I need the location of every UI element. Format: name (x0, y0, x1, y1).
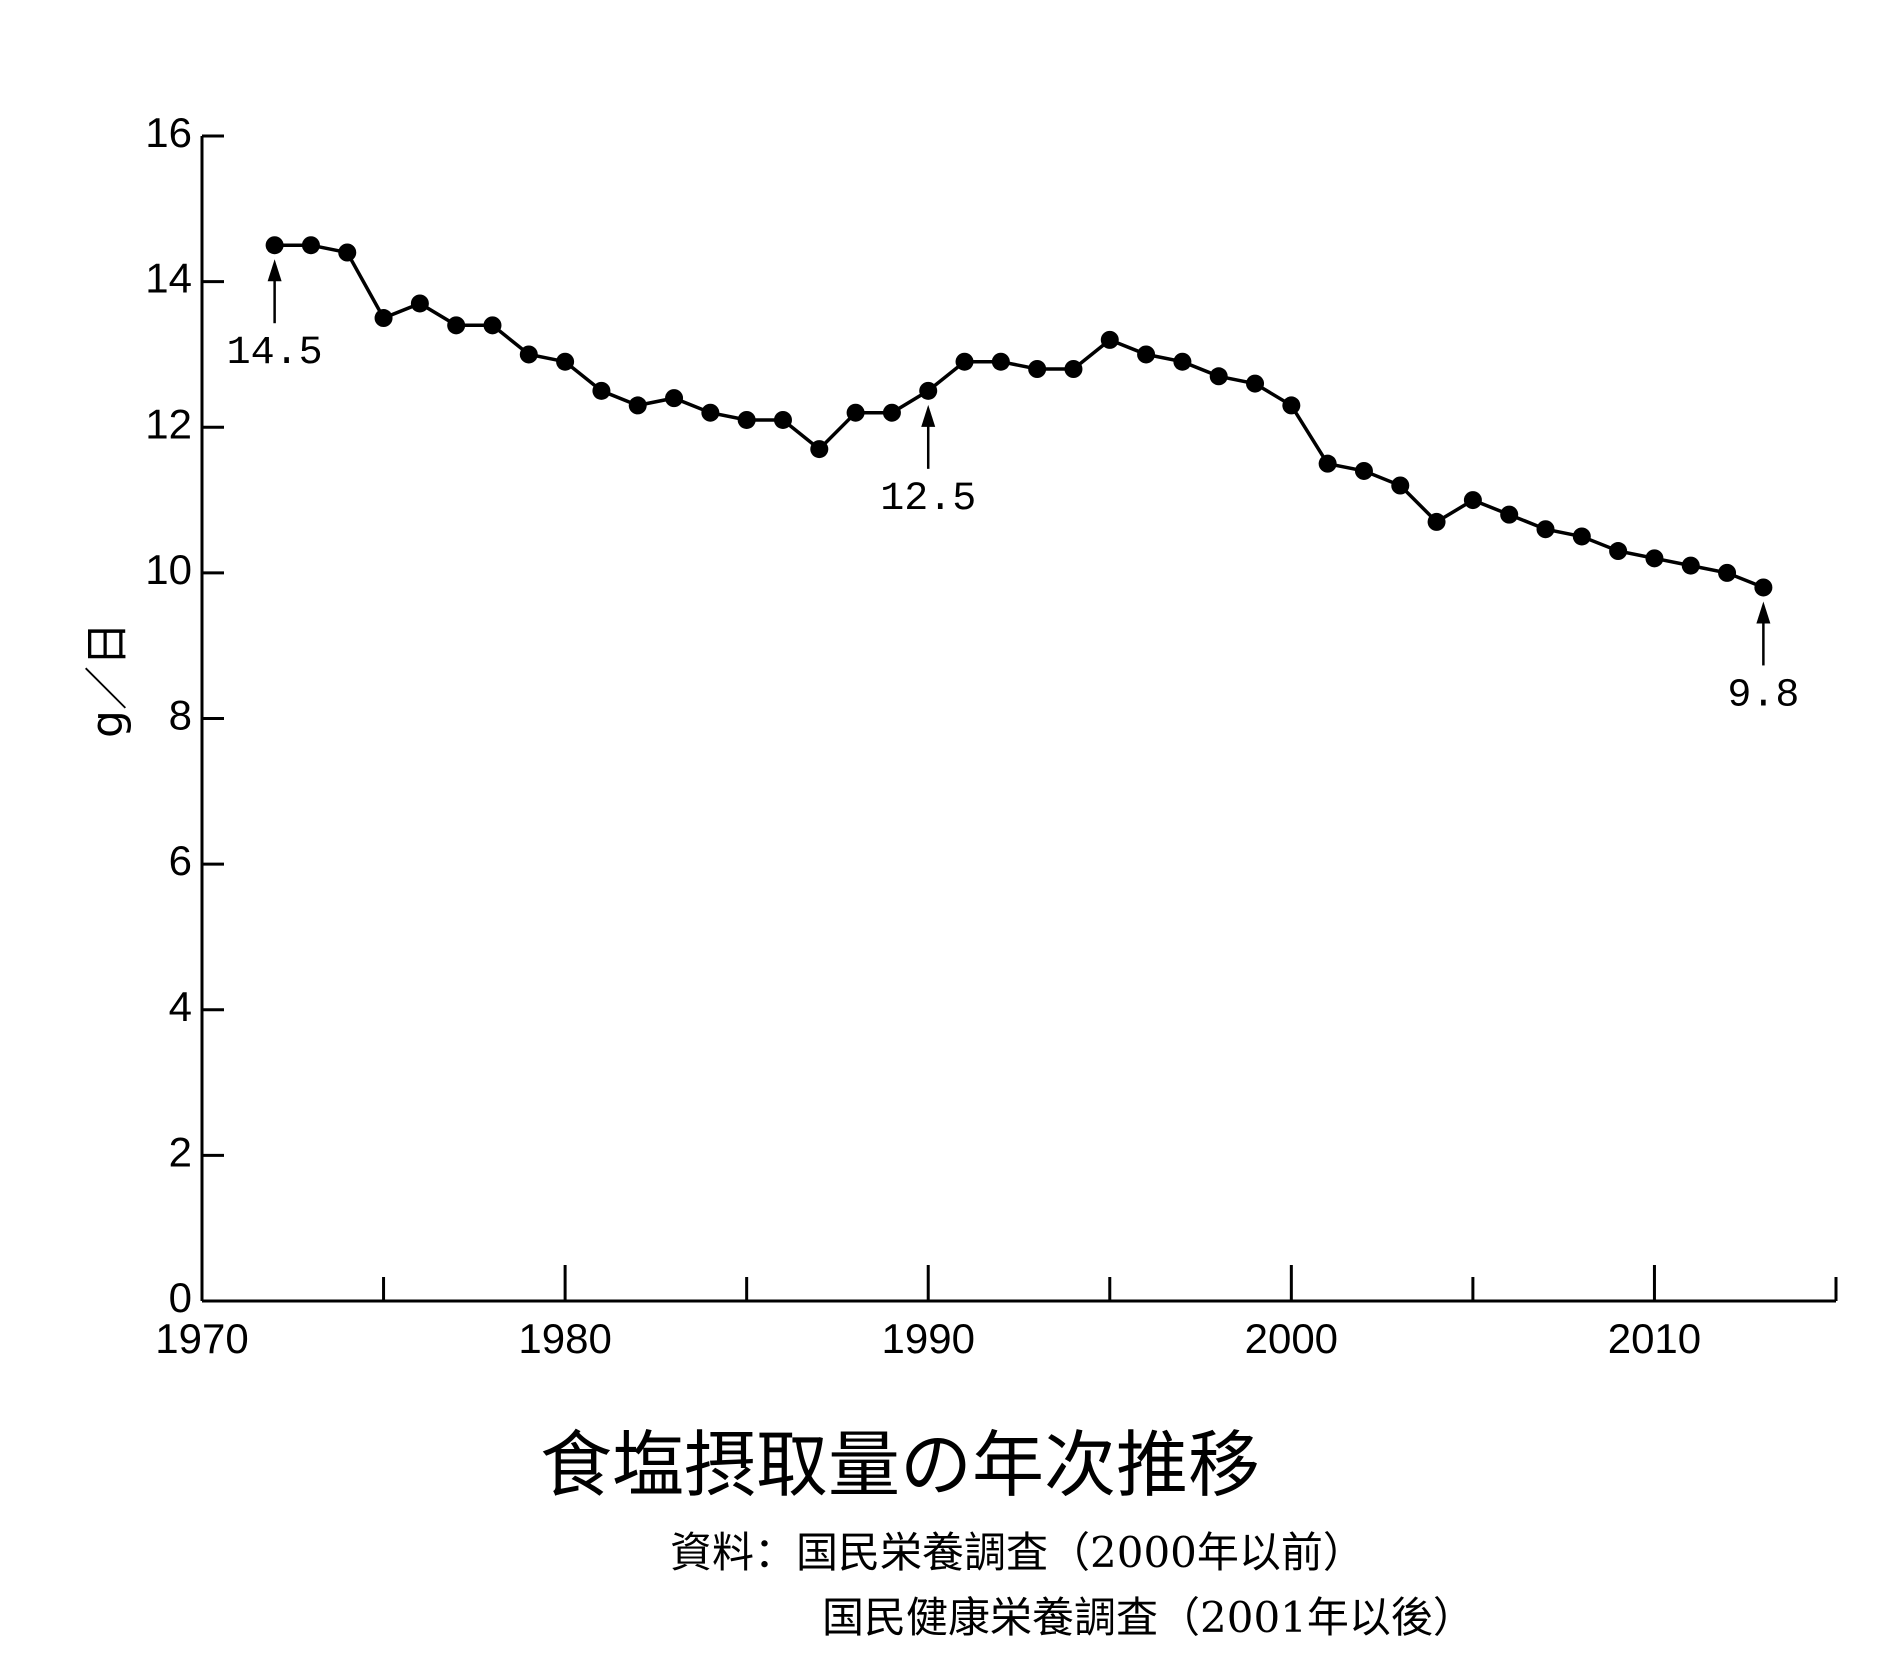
data-point (1754, 578, 1773, 597)
data-point (773, 410, 792, 429)
data-point (1354, 461, 1373, 480)
data-point (1463, 491, 1482, 510)
data-point (737, 410, 756, 429)
x-tick-label: 2000 (1245, 1315, 1338, 1362)
data-point (1173, 352, 1192, 371)
annotation-arrowhead (1756, 601, 1771, 624)
data-point (810, 440, 829, 459)
data-point (1028, 360, 1047, 378)
data-point (592, 381, 611, 400)
data-point (1718, 563, 1737, 582)
y-tick-label: 8 (169, 692, 192, 739)
data-point (1246, 374, 1265, 393)
data-point (519, 345, 538, 364)
x-tick-label: 1990 (882, 1315, 975, 1362)
y-tick-label: 6 (169, 837, 192, 884)
annotation-label: 12.5 (880, 477, 976, 522)
data-point (919, 381, 938, 400)
y-tick-label: 12 (145, 400, 192, 447)
x-tick-label: 1980 (518, 1315, 611, 1362)
y-tick-label: 14 (145, 255, 192, 302)
data-point (1645, 549, 1664, 568)
data-point (1209, 367, 1228, 386)
x-tick-label: 2010 (1608, 1315, 1701, 1362)
x-tick-label: 1970 (155, 1315, 248, 1362)
data-point (483, 316, 502, 335)
data-point (1137, 345, 1156, 364)
data-point (1500, 505, 1519, 524)
data-point (265, 236, 284, 255)
y-tick-label: 4 (169, 983, 192, 1030)
annotation-arrowhead (267, 259, 282, 282)
source-line-2: 国民健康栄養調査（2001年以後） (822, 1593, 1475, 1642)
y-tick-label: 0 (169, 1274, 192, 1321)
data-point (991, 352, 1010, 371)
annotation-label: 14.5 (227, 331, 323, 376)
axes (200, 136, 1836, 1303)
data-point (374, 309, 393, 328)
y-tick-label: 2 (169, 1128, 192, 1175)
data-point (301, 236, 320, 255)
y-tick-label: 16 (145, 109, 192, 156)
data-point (1100, 330, 1119, 349)
data-point (1572, 527, 1591, 546)
data-point (1318, 454, 1337, 473)
chart-title: 食塩摂取量の年次推移 (540, 1423, 1260, 1507)
data-point (1427, 512, 1446, 531)
data-point (1391, 476, 1410, 495)
y-axis-label: g／日 (82, 622, 133, 738)
data-point (338, 243, 357, 262)
data-point (701, 403, 720, 422)
data-series (265, 236, 1773, 597)
data-point (410, 294, 429, 313)
annotations: 14.5 12.5 9.8 (227, 259, 1799, 718)
annotation-arrowhead (921, 404, 936, 427)
data-point (1609, 542, 1628, 561)
annotation-label: 9.8 (1727, 673, 1799, 718)
source-line-1: 資料：国民栄養調査（2000年以前） (670, 1528, 1365, 1577)
y-tick-label: 10 (145, 546, 192, 593)
x-axis-ticks: 1970 1980 1990 2000 2010 (155, 1265, 1838, 1362)
data-point (447, 316, 466, 335)
data-point (1064, 360, 1083, 378)
y-axis-ticks: 0 2 4 6 8 10 12 14 16 (145, 109, 224, 1321)
data-point (628, 396, 647, 415)
data-point (556, 352, 575, 371)
data-point (1282, 396, 1301, 415)
data-point (1536, 520, 1555, 539)
data-point (955, 352, 974, 371)
data-point (1681, 556, 1700, 575)
data-point (882, 403, 901, 422)
data-point (846, 403, 865, 422)
data-point (665, 389, 684, 408)
